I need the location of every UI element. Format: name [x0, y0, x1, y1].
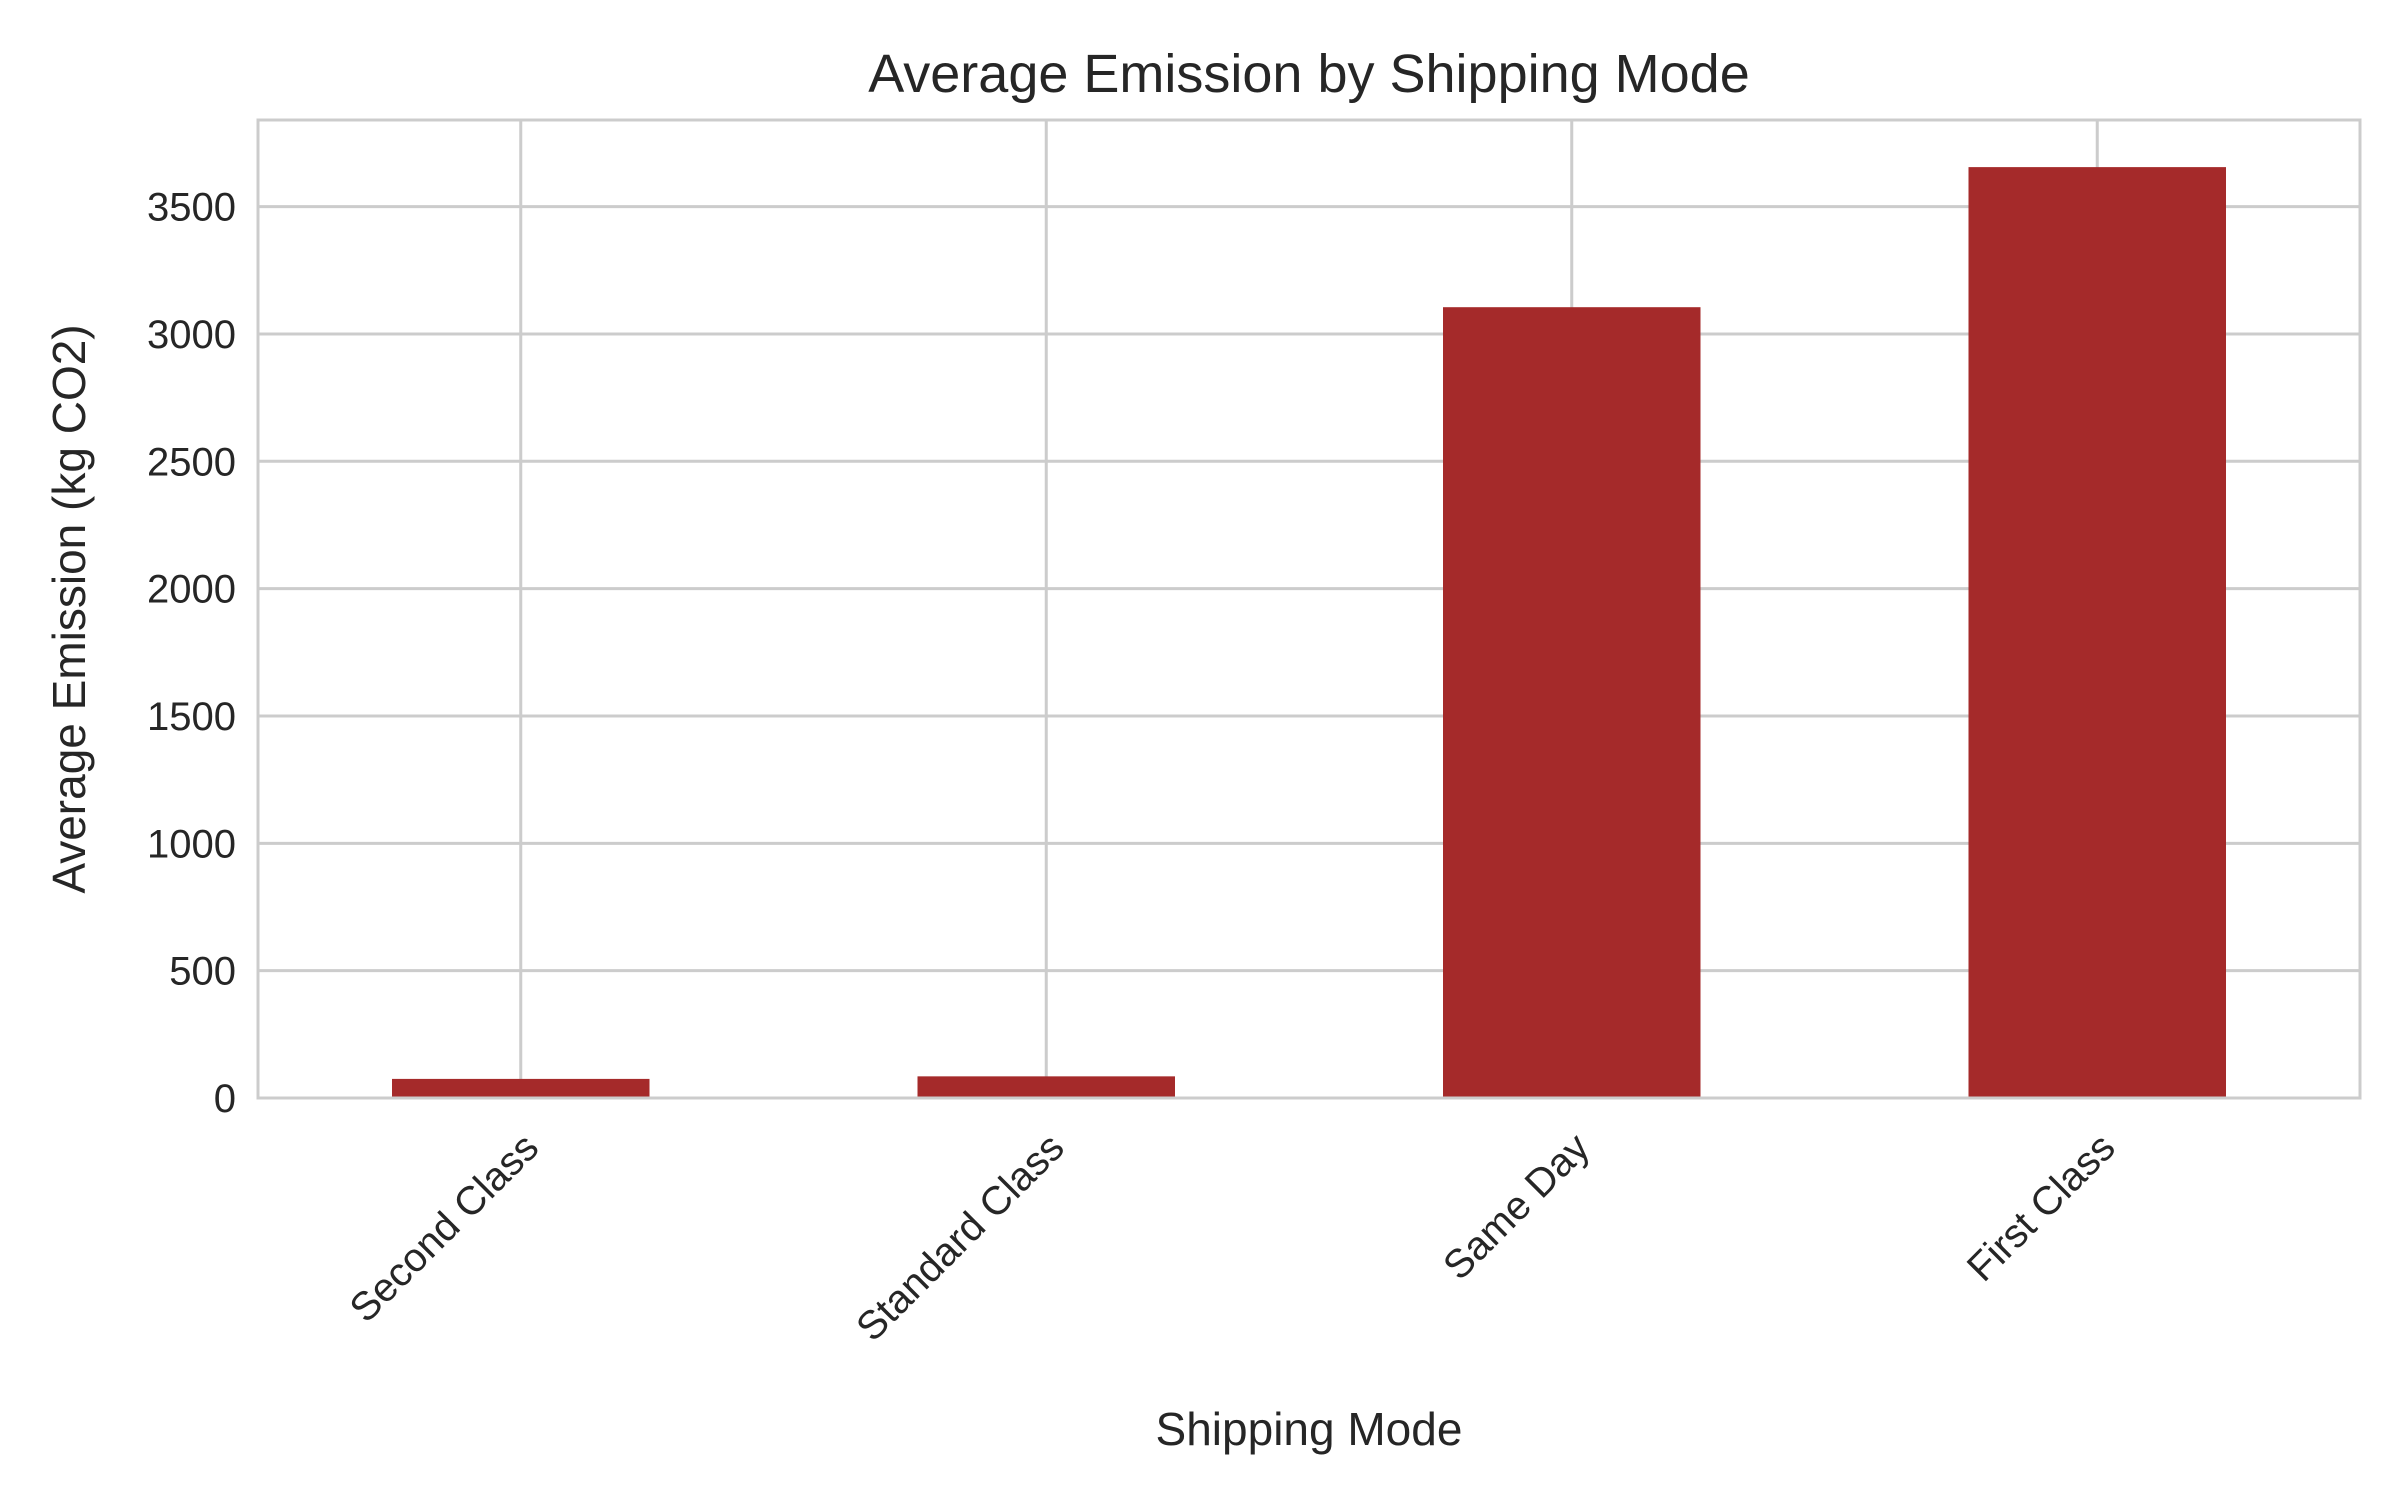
y-tick-labels: 0 500 1000 1500 2000 2500 3000 3500: [147, 186, 236, 1121]
y-tick-label: 1000: [147, 822, 236, 866]
bar-second-class: [392, 1078, 650, 1098]
x-tick-label: Standard Class: [848, 1125, 1072, 1349]
chart-title: Average Emission by Shipping Mode: [868, 44, 1750, 104]
plot-frame: [256, 118, 2362, 1100]
x-tick-labels: Second Class Standard Class Same Day First …: [341, 1125, 2123, 1349]
y-tick-label: 3000: [147, 313, 236, 357]
bar-standard-class: [917, 1076, 1175, 1098]
y-tick-label: 0: [214, 1077, 236, 1121]
bar-same-day: [1443, 307, 1701, 1098]
y-tick-label: 3500: [147, 186, 236, 230]
x-axis-label: Shipping Mode: [1156, 1403, 1463, 1455]
x-tick-label: First Class: [1959, 1125, 2124, 1290]
y-tick-label: 1500: [147, 695, 236, 739]
x-tick-label: Same Day: [1435, 1125, 1598, 1288]
bar-layer: [392, 167, 2226, 1098]
x-tick-label: Second Class: [341, 1125, 547, 1331]
y-tick-label: 2500: [147, 440, 236, 484]
y-tick-label: 2000: [147, 568, 236, 612]
y-tick-label: 500: [169, 950, 236, 994]
y-axis-label: Average Emission (kg CO2): [43, 324, 95, 893]
bar-first-class: [1968, 167, 2226, 1098]
